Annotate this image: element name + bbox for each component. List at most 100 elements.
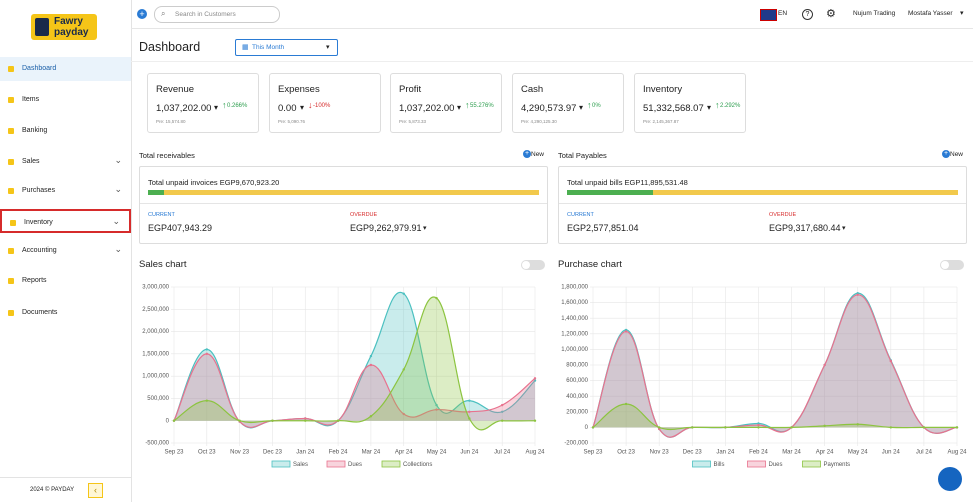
chat-button[interactable] [938,467,962,491]
flag[interactable] [760,9,777,21]
kpi-previous: Pre: 2,145,367.87 [643,119,679,124]
kpi-value: 51,332,568.07 [643,103,704,114]
nav-label: Accounting [22,247,57,254]
point [304,417,306,419]
point [501,420,503,422]
company-name[interactable]: Nujum Trading [853,10,895,17]
overdue-label: OVERDUE [350,212,377,218]
overdue-label: OVERDUE [769,212,796,218]
x-tick-label: Oct 23 [617,450,635,456]
new-icon[interactable]: + [523,150,531,158]
x-tick-label: Oct 23 [198,450,216,456]
x-tick-label: Jul 24 [494,450,511,456]
nav-item[interactable]: Inventory⌄ [0,209,131,233]
toggle[interactable] [521,260,545,270]
kpi-change: 2.292% [720,103,740,109]
settings-icon[interactable]: ⚙ [826,7,836,20]
page-title: Dashboard [139,40,200,54]
point [790,426,792,428]
point [534,377,536,379]
logo[interactable]: Fawry payday [31,14,97,40]
point [534,420,536,422]
kpi-dropdown: ▾ [214,103,218,112]
toggle[interactable] [940,260,964,270]
new-icon[interactable]: + [942,150,950,158]
kpi-previous: Pre: 5,090.76 [278,119,305,124]
x-tick-label: Jan 24 [296,450,315,456]
kpi-label: Inventory [643,84,682,95]
kpi-label: Profit [399,84,421,95]
nav-item[interactable]: Accounting⌄ [0,239,131,263]
dropdown-arrow[interactable]: ▾ [423,224,427,232]
y-tick-label: 3,000,000 [142,285,169,291]
new-button[interactable]: New [531,151,544,158]
overdue-value: EGP9,262,979.91 [350,223,422,233]
point [403,368,405,370]
kpi-card: Revenue1,037,202.000.266%▾↑Pre: 15,574.8… [147,73,259,133]
nav-label: Sales [22,158,40,165]
topbar: + Search in Customers ⌕ EN ? ⚙ Nujum Tra… [131,0,973,29]
nav-item[interactable]: Items [0,88,131,112]
dropdown-arrow[interactable]: ▾ [842,224,846,232]
nav-label: Inventory [24,219,53,226]
x-tick-label: Aug 24 [947,450,967,456]
x-tick-label: Sep 23 [164,450,184,456]
point [370,415,372,417]
x-tick-label: Aug 24 [525,450,545,456]
y-tick-label: 2,000,000 [142,329,169,335]
new-button[interactable]: New [950,151,963,158]
nav-item[interactable]: Purchases⌄ [0,179,131,203]
search-placeholder: Search in Customers [175,11,236,18]
kpi-label: Cash [521,84,543,95]
add-button[interactable]: + [137,9,147,19]
collapse-button[interactable]: ‹ [88,483,103,498]
point [823,364,825,366]
period-select[interactable]: ▦ This Month ▾ [235,39,338,56]
kpi-value: 4,290,573.97 [521,103,576,114]
nav-item[interactable]: Sales ⌄ [0,150,131,174]
point [857,423,859,425]
current-label: CURRENT [567,212,594,218]
kpi-previous: Pre: 4,290,125.30 [521,119,557,124]
logo-text: Fawry [54,16,83,27]
x-tick-label: Jun 24 [882,450,901,456]
language[interactable]: EN [778,10,787,17]
kpi-arrow: ↑ [715,100,720,110]
point [206,353,208,355]
point [592,426,594,428]
point [658,426,660,428]
y-tick-label: 1,800,000 [561,285,588,291]
nav-item[interactable]: Dashboard [0,57,131,81]
x-tick-label: Feb 24 [749,450,768,456]
x-tick-label: Dec 23 [683,450,703,456]
legend-swatch [327,461,345,467]
y-tick-label: 1,400,000 [561,316,588,322]
kpi-dropdown: ▾ [300,103,304,112]
y-tick-label: 800,000 [566,363,588,369]
nav-item[interactable]: Documents [0,301,131,325]
nav-item[interactable]: Banking [0,119,131,143]
total-text: Total unpaid bills EGP11,895,531.48 [567,178,688,187]
nav-item[interactable]: Reports [0,269,131,293]
help-icon[interactable]: ? [802,9,813,20]
legend-swatch [382,461,400,467]
point [206,399,208,401]
x-tick-label: Mar 24 [782,450,801,456]
kpi-previous: Pre: 15,574.80 [156,119,186,124]
kpi-arrow: ↓ [308,100,313,110]
current-value: EGP2,577,851.04 [567,223,639,233]
period-text: This Month [252,44,284,51]
chevron: ⌄ [114,155,122,166]
y-tick-label: 1,200,000 [561,331,588,337]
legend-label: Payments [824,462,851,468]
point [757,426,759,428]
kpi-card: Cash4,290,573.970%▾↑Pre: 4,290,125.30 [512,73,624,133]
search-box[interactable]: Search in Customers ⌕ [154,6,280,23]
legend-swatch [272,461,290,467]
y-tick-label: 1,500,000 [142,351,169,357]
x-tick-label: Mar 24 [362,450,381,456]
x-tick-label: Nov 23 [650,450,670,456]
x-tick-label: Dec 23 [263,450,283,456]
user-name[interactable]: Mostafa Yasser [908,10,953,17]
